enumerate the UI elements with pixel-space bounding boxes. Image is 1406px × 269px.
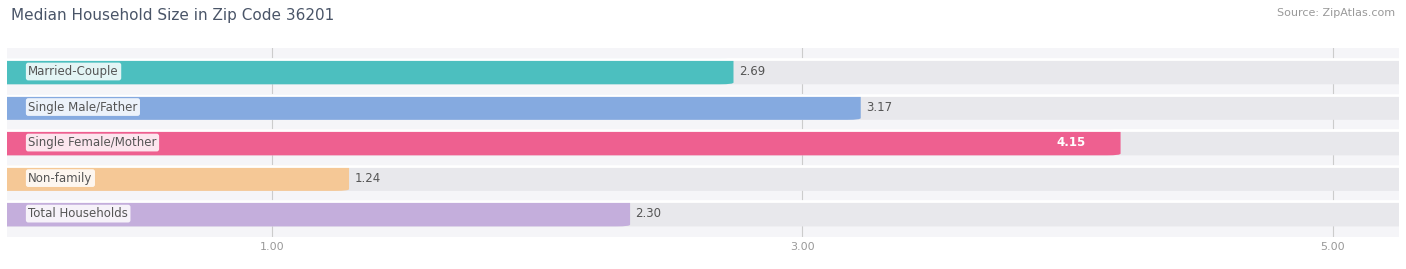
- Text: 3.17: 3.17: [866, 101, 893, 114]
- Text: 2.69: 2.69: [738, 65, 765, 78]
- Text: Married-Couple: Married-Couple: [28, 65, 120, 78]
- Text: Single Female/Mother: Single Female/Mother: [28, 136, 156, 149]
- FancyBboxPatch shape: [0, 94, 860, 120]
- FancyBboxPatch shape: [0, 165, 1406, 191]
- Text: Source: ZipAtlas.com: Source: ZipAtlas.com: [1277, 8, 1395, 18]
- FancyBboxPatch shape: [0, 130, 1121, 155]
- FancyBboxPatch shape: [0, 59, 734, 84]
- Text: Median Household Size in Zip Code 36201: Median Household Size in Zip Code 36201: [11, 8, 335, 23]
- Text: Non-family: Non-family: [28, 172, 93, 185]
- FancyBboxPatch shape: [0, 94, 1406, 120]
- Text: 1.24: 1.24: [354, 172, 381, 185]
- Text: Total Households: Total Households: [28, 207, 128, 220]
- FancyBboxPatch shape: [0, 165, 349, 191]
- FancyBboxPatch shape: [0, 130, 1406, 155]
- Text: 2.30: 2.30: [636, 207, 661, 220]
- FancyBboxPatch shape: [0, 201, 630, 226]
- Text: 4.15: 4.15: [1057, 136, 1085, 149]
- Text: Single Male/Father: Single Male/Father: [28, 101, 138, 114]
- FancyBboxPatch shape: [0, 201, 1406, 226]
- FancyBboxPatch shape: [0, 59, 1406, 84]
